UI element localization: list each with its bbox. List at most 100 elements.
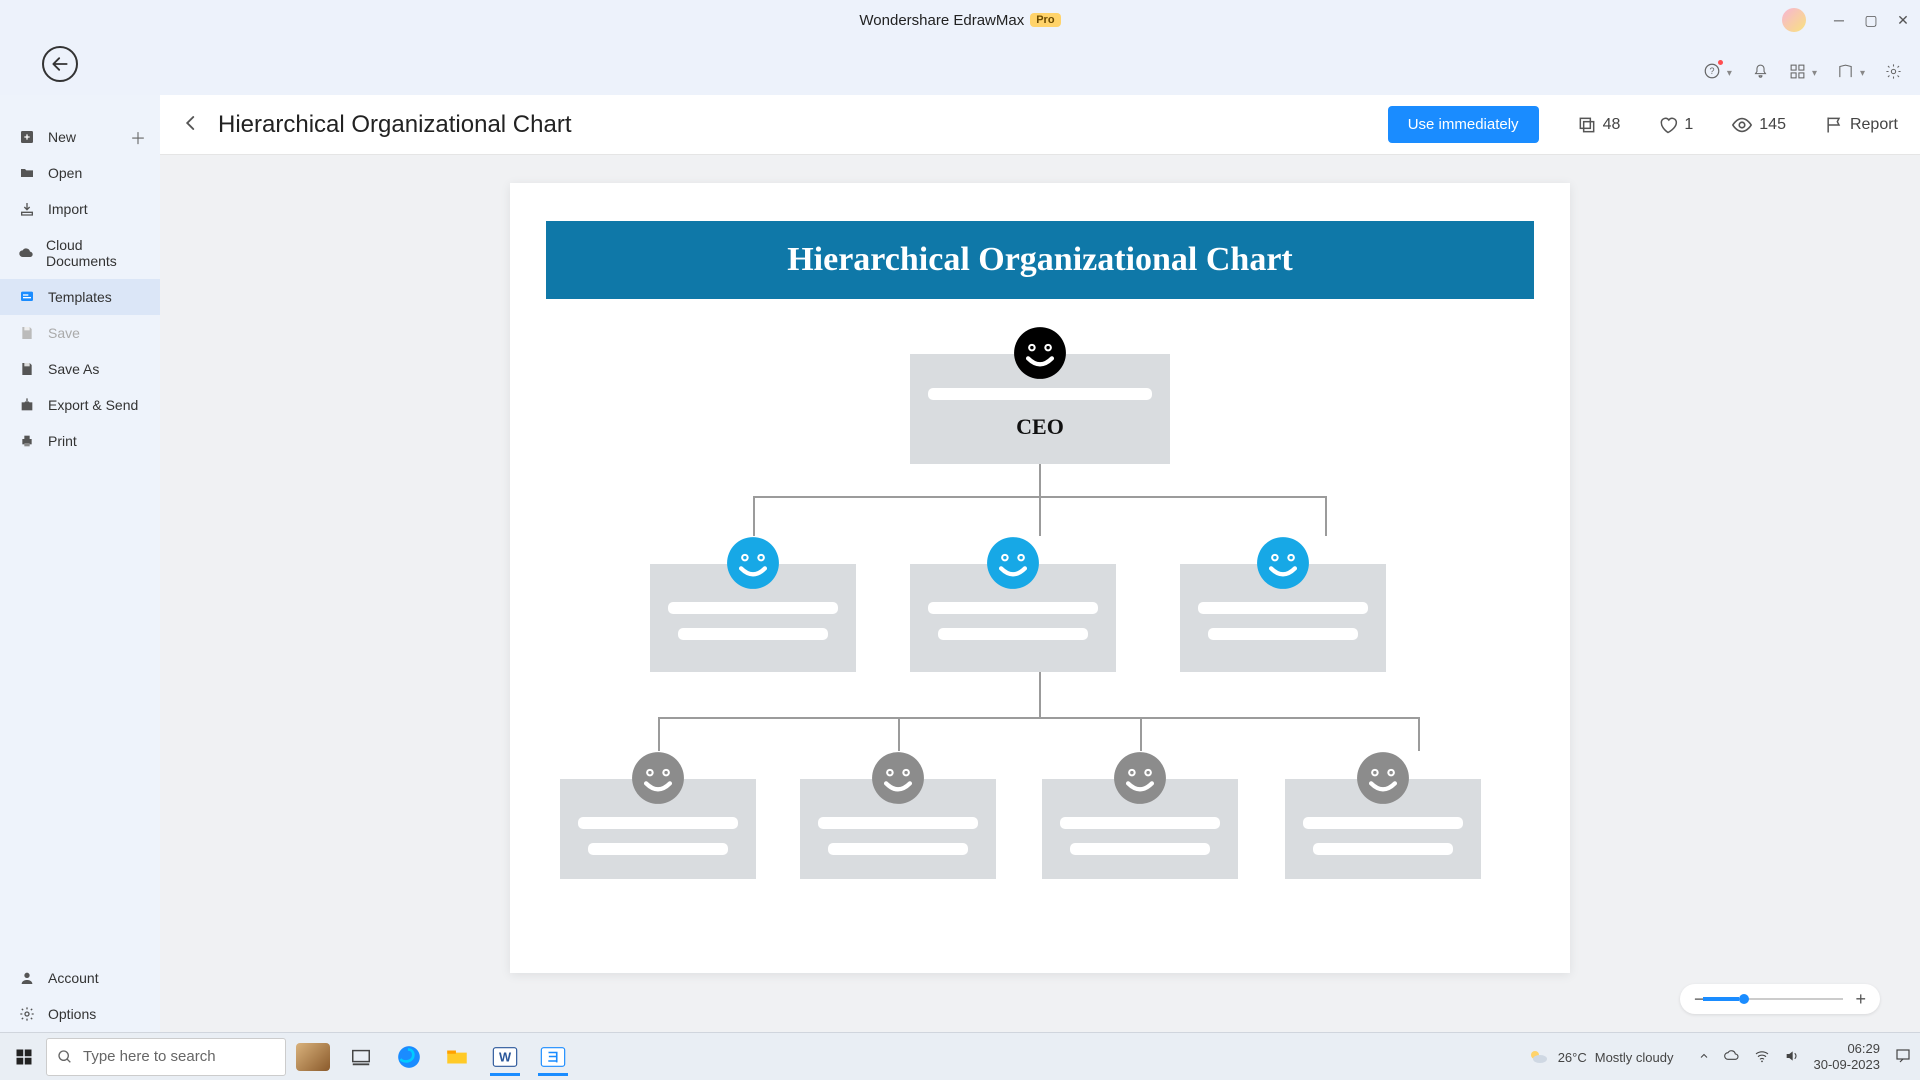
node-placeholder-bar	[928, 388, 1152, 400]
org-node	[650, 564, 856, 672]
stat-views: 145	[1731, 114, 1786, 136]
smiley-face-icon	[726, 536, 780, 590]
smiley-face-icon	[1256, 536, 1310, 590]
maximize-icon[interactable]: ▢	[1864, 13, 1878, 27]
weather-icon	[1526, 1045, 1550, 1069]
page-title: Hierarchical Organizational Chart	[218, 111, 1370, 139]
sidebar-item-import[interactable]: Import	[0, 191, 160, 227]
theme-icon[interactable]	[1837, 63, 1854, 85]
sidebar-item-open[interactable]: Open	[0, 155, 160, 191]
svg-text:W: W	[499, 1049, 512, 1064]
org-chart: CEO	[510, 299, 1570, 939]
taskbar-edraw-icon[interactable]: ヨ	[532, 1036, 574, 1078]
zoom-slider[interactable]	[1717, 997, 1844, 1001]
sidebar: New ＋ Open Import Cloud Documents Templa…	[0, 95, 160, 1032]
node-placeholder-bar	[1208, 628, 1358, 640]
close-icon[interactable]: ✕	[1896, 13, 1910, 27]
sidebar-item-saveas[interactable]: Save As	[0, 351, 160, 387]
org-connector-line	[1325, 496, 1327, 536]
sidebar-item-label: Cloud Documents	[46, 237, 142, 269]
cloud-icon	[18, 245, 34, 261]
smiley-face-icon	[871, 751, 925, 805]
settings-icon[interactable]	[1885, 63, 1902, 85]
save-icon	[18, 325, 36, 341]
chevron-down-icon[interactable]: ▾	[1727, 68, 1732, 79]
stat-copies: 48	[1577, 115, 1621, 135]
org-connector-line	[1039, 672, 1041, 717]
sidebar-item-cloud[interactable]: Cloud Documents	[0, 227, 160, 279]
use-immediately-button[interactable]: Use immediately	[1388, 106, 1539, 143]
save-as-icon	[18, 361, 36, 377]
start-button[interactable]	[8, 1041, 40, 1073]
template-icon	[18, 289, 36, 305]
smiley-face-icon	[1113, 751, 1167, 805]
help-icon[interactable]: ?	[1703, 62, 1721, 85]
chevron-left-icon[interactable]	[182, 112, 200, 138]
apps-icon[interactable]	[1789, 63, 1806, 85]
import-icon	[18, 201, 36, 217]
search-placeholder: Type here to search	[83, 1048, 216, 1065]
ceo-label: CEO	[910, 414, 1170, 440]
sidebar-item-account[interactable]: Account	[0, 960, 160, 996]
svg-text:?: ?	[1709, 66, 1714, 76]
zoom-control[interactable]: − +	[1680, 984, 1880, 1014]
taskbar-search[interactable]: Type here to search	[46, 1038, 286, 1076]
taskbar-news-icon[interactable]	[292, 1036, 334, 1078]
taskbar-taskview-icon[interactable]	[340, 1036, 382, 1078]
sidebar-item-label: Save As	[48, 361, 99, 377]
sidebar-item-print[interactable]: Print	[0, 423, 160, 459]
sidebar-item-label: Save	[48, 325, 80, 341]
node-placeholder-bar	[828, 843, 968, 855]
copy-icon	[1577, 115, 1597, 135]
back-button[interactable]	[42, 46, 78, 82]
tray-volume-icon[interactable]	[1784, 1048, 1800, 1067]
stat-value: 145	[1759, 116, 1786, 134]
node-placeholder-bar	[938, 628, 1088, 640]
taskbar-explorer-icon[interactable]	[436, 1036, 478, 1078]
stat-value: 1	[1684, 116, 1693, 134]
zoom-in-icon[interactable]: +	[1855, 989, 1866, 1010]
chart-banner-title: Hierarchical Organizational Chart	[787, 241, 1293, 279]
node-placeholder-bar	[578, 817, 738, 829]
org-connector-line	[1039, 464, 1041, 496]
tray-onedrive-icon[interactable]	[1724, 1048, 1740, 1067]
bell-icon[interactable]	[1752, 63, 1769, 85]
sidebar-item-label: Account	[48, 970, 99, 986]
stat-value: 48	[1603, 116, 1621, 134]
app-title: Wondershare EdrawMax	[859, 12, 1024, 29]
title-bar: Wondershare EdrawMax Pro ─ ▢ ✕	[0, 0, 1920, 40]
pro-badge: Pro	[1030, 13, 1060, 27]
sidebar-item-templates[interactable]: Templates	[0, 279, 160, 315]
stat-likes[interactable]: 1	[1658, 115, 1693, 135]
org-connector-line	[898, 717, 900, 751]
tray-wifi-icon[interactable]	[1754, 1048, 1770, 1067]
sidebar-item-export[interactable]: Export & Send	[0, 387, 160, 423]
taskbar-edge-icon[interactable]	[388, 1036, 430, 1078]
node-placeholder-bar	[1313, 843, 1453, 855]
user-avatar[interactable]	[1782, 8, 1806, 32]
report-button[interactable]: Report	[1824, 115, 1898, 135]
flag-icon	[1824, 115, 1844, 135]
search-icon	[57, 1049, 73, 1065]
minimize-icon[interactable]: ─	[1832, 13, 1846, 27]
taskbar-word-icon[interactable]: W	[484, 1036, 526, 1078]
tray-notifications-icon[interactable]	[1894, 1047, 1912, 1068]
weather-widget[interactable]: 26°C Mostly cloudy	[1526, 1045, 1674, 1069]
org-connector-line	[658, 717, 660, 751]
sidebar-item-options[interactable]: Options	[0, 996, 160, 1032]
arrow-left-icon	[50, 54, 70, 74]
tray-chevron-icon[interactable]	[1698, 1050, 1710, 1065]
weather-desc: Mostly cloudy	[1595, 1050, 1674, 1065]
content-area: Hierarchical Organizational Chart Use im…	[160, 95, 1920, 1032]
tray-clock[interactable]: 06:29 30-09-2023	[1814, 1041, 1881, 1072]
node-placeholder-bar	[668, 602, 838, 614]
node-placeholder-bar	[1198, 602, 1368, 614]
plus-icon[interactable]: ＋	[130, 125, 146, 149]
print-icon	[18, 433, 36, 449]
heart-icon	[1658, 115, 1678, 135]
chevron-down-icon[interactable]: ▾	[1812, 68, 1817, 79]
chevron-down-icon[interactable]: ▾	[1860, 68, 1865, 79]
toolbar-row: ? ▾ ▾ ▾	[0, 40, 1920, 95]
sidebar-item-new[interactable]: New ＋	[0, 119, 160, 155]
node-placeholder-bar	[678, 628, 828, 640]
